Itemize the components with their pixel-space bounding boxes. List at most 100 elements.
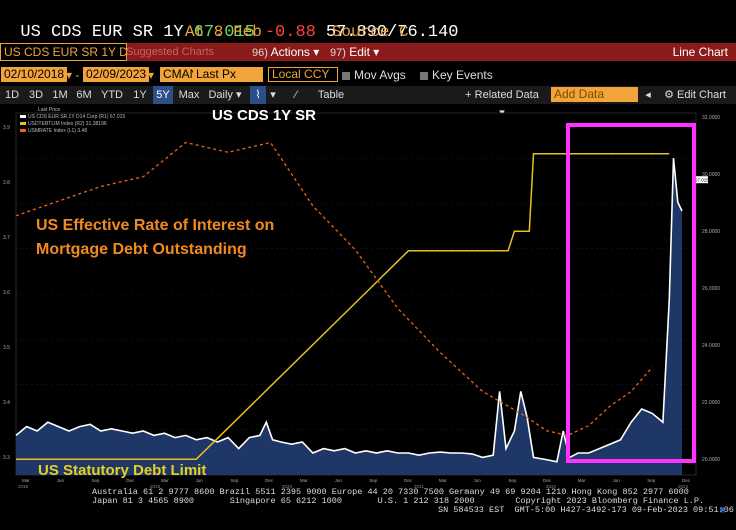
related-data-label: + Related Data [465, 89, 539, 101]
chart-legend: Last Price US CDS EUR SR 1Y D14 Corp (R1… [20, 107, 125, 135]
x-axis-tick: Jun [57, 478, 65, 483]
x-axis-tick: Mar [300, 478, 308, 483]
right-axis-tick: 28.0000 [702, 229, 720, 235]
edit-number: 97) [330, 47, 346, 59]
command-bar: US CDS EUR SR 1Y D Suggested Charts 96) … [0, 43, 736, 61]
add-data-input[interactable]: Add Data [551, 87, 638, 102]
chart-annotation-title: US CDS 1Y SR [212, 107, 316, 124]
highlight-box [566, 123, 696, 463]
x-axis-year: 2022 [546, 484, 557, 489]
calendar-icon[interactable]: ▾ [148, 68, 155, 82]
chevron-down-icon: ▾ [235, 89, 242, 101]
security-input[interactable]: US CDS EUR SR 1Y D [0, 43, 127, 61]
end-date-field[interactable]: 02/09/2023 [83, 67, 150, 82]
footer-line-2: Japan 81 3 4565 8900 Singapore 65 6212 1… [92, 496, 705, 506]
left-axis-tick: 3.8 [3, 180, 10, 186]
period-3d[interactable]: 3D [28, 89, 44, 101]
chart-toolbar: 1D 3D 1M 6M YTD 1Y 5Y Max Daily ▾ ⌇ ▾ ⁄ … [0, 86, 736, 119]
currency-field[interactable]: Local CCY [268, 67, 338, 82]
suggested-charts[interactable]: Suggested Charts [126, 46, 215, 58]
x-axis-year: 2020 [282, 484, 293, 489]
period-1m[interactable]: 1M [52, 89, 68, 101]
footer-line-3: SN 584533 EST GMT-5:00 H427-3492-173 09-… [438, 505, 734, 515]
debt-limit-series-line [16, 152, 670, 460]
related-data-button[interactable]: + Related Data ▾ [462, 86, 542, 119]
x-axis-tick: Jun [196, 478, 204, 483]
ticker-line: US CDS EUR SR 1Y 67.015 -0.88 57.890/76.140 [0, 0, 736, 42]
frequency-select[interactable]: Daily ▾ [206, 86, 244, 104]
gear-icon: ⚙ [664, 89, 674, 101]
mortgage-annotation-line1: US Effective Rate of Interest on [36, 217, 275, 234]
last-value-label: 67.015 [695, 178, 709, 183]
legend-header: Last Price [38, 107, 61, 113]
actions-label: Actions [270, 45, 310, 59]
last-price: 67.015 [193, 23, 255, 42]
period-1y[interactable]: 1Y [133, 89, 147, 101]
x-axis-year: 2021 [414, 484, 425, 489]
x-axis-tick: Sep [647, 478, 656, 483]
chevron-down-icon: ▾ [313, 45, 320, 59]
table-button[interactable]: Table [317, 89, 345, 101]
period-ytd[interactable]: YTD [101, 89, 123, 101]
cds-area-fill [16, 158, 682, 475]
x-axis-tick: Sep [369, 478, 378, 483]
mov-avgs-toggle[interactable]: Mov Avgs [342, 67, 406, 83]
right-axis-tick: 30.0000 [702, 172, 720, 178]
settings-icon[interactable]: ◂ [645, 89, 651, 101]
chart-type-title: Line Chart [672, 45, 728, 59]
debt-limit-annotation: US Statutory Debt Limit [38, 462, 207, 479]
mov-avgs-label: Mov Avgs [354, 68, 406, 82]
last-px-field[interactable]: Last Px [193, 67, 263, 82]
line-chart[interactable]: 3.9 3.8 3.7 3.6 3.5 3.4 3.3 32.0000 30.0000 28.00… [0, 105, 736, 505]
date-separator: ▾ - [66, 68, 80, 82]
x-axis-tick: Mar [578, 478, 586, 483]
right-axis-tick: 26.0000 [702, 286, 720, 292]
cman-field[interactable]: CMAN [160, 67, 202, 82]
x-axis-tick: Dec [543, 478, 552, 483]
period-max[interactable]: Max [178, 89, 200, 101]
x-axis-year: 2018 [18, 484, 29, 489]
x-axis-tick: Dec [265, 478, 274, 483]
source-label: Source C [331, 23, 409, 41]
left-axis-tick: 3.4 [3, 400, 10, 406]
start-date-field[interactable]: 02/10/2018 [1, 67, 68, 82]
footer: Australia 61 2 9777 8600 Brazil 5511 239… [0, 485, 736, 530]
x-axis-tick: Jun [335, 478, 343, 483]
left-axis-tick: 3.9 [3, 125, 10, 131]
edit-menu-button[interactable]: 97) Edit ▾ [330, 43, 379, 62]
x-axis-tick: Mar [161, 478, 169, 483]
frequency-label: Daily [208, 89, 233, 101]
period-6m[interactable]: 6M [76, 89, 92, 101]
price-range: 57.890/76.140 [325, 23, 459, 42]
cds-series-line [15, 158, 683, 463]
actions-menu-button[interactable]: 96) Actions ▾ [252, 43, 319, 62]
edit-chart-button[interactable]: ⚙ Edit Chart [656, 86, 734, 104]
right-axis-tick: 20.0000 [702, 457, 720, 463]
key-events-label: Key Events [432, 68, 493, 82]
period-5y[interactable]: 5Y [153, 86, 173, 104]
left-axis-tick: 3.5 [3, 345, 10, 351]
mortgage-series-line [15, 141, 653, 437]
chevron-down-icon[interactable]: ▾ [270, 89, 276, 101]
bloomberg-icon: ▣ [720, 505, 726, 515]
period-1d[interactable]: 1D [4, 89, 20, 101]
x-axis-tick: Jun [474, 478, 482, 483]
price-change: -0.88 [264, 23, 316, 42]
x-axis-tick: Dec [404, 478, 413, 483]
footer-line-1: Australia 61 2 9777 8600 Brazil 5511 239… [92, 487, 689, 497]
last-value-marker [694, 176, 708, 184]
checkbox-icon [342, 71, 350, 80]
left-axis-tick: 3.7 [3, 235, 10, 241]
chevron-down-icon: ▾ [373, 45, 380, 59]
line-chart-icon[interactable]: ⌇ [250, 86, 266, 104]
left-axis-tick: 3.3 [3, 455, 10, 461]
x-axis-tick: Sep [230, 478, 239, 483]
security-name: US CDS EUR SR 1Y [20, 23, 184, 42]
key-events-toggle[interactable]: Key Events [420, 67, 493, 83]
right-axis-tick: 32.0000 [702, 115, 720, 121]
x-axis-tick: Sep [508, 478, 517, 483]
chart-style-icon[interactable]: ⁄ [295, 89, 297, 101]
x-axis-tick: Jun [613, 478, 621, 483]
mortgage-annotation: US Effective Rate of Interest on Mortgag… [36, 214, 274, 262]
x-axis-tick: Mar [22, 478, 30, 483]
